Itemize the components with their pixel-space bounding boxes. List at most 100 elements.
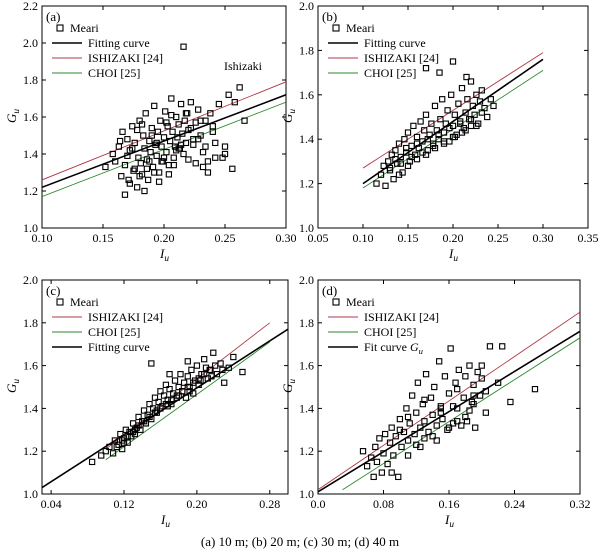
legend-marker [56,24,64,32]
data-layer [42,43,286,198]
data-point [116,137,124,145]
data-point [469,102,476,110]
data-point [192,160,199,167]
data-point [368,454,375,461]
data-point [392,147,399,154]
data-point [195,106,202,113]
y-tick-label: 2.0 [299,0,314,13]
data-point [478,375,485,382]
data-point [169,128,176,135]
series-line [318,311,580,491]
data-point [177,100,185,108]
data-point [507,398,514,406]
data-point [373,180,380,187]
data-point [437,405,444,412]
data-point [413,409,420,416]
data-point [144,176,152,184]
data-point [209,123,216,130]
data-point [478,87,485,94]
x-tick-label: 0.12 [114,497,135,511]
data-point [141,187,148,195]
x-tick-label: 0.25 [215,231,236,245]
plot-frame [41,279,289,495]
data-point [190,141,197,148]
chart-panel-d: 0.0 0.08 0.16 0.24 0.32 1.0 1.2 1.4 1.6 1.8 2.0 Iu G… [280,273,591,530]
data-point [431,383,438,391]
data-point [153,139,160,147]
x-tick-label: 0.10 [353,231,374,245]
data-point [164,123,171,130]
x-tick-label: 0.08 [373,497,394,511]
data-point [396,426,404,433]
data-point [433,422,440,429]
y-tick-label: 1.8 [23,73,38,87]
data-point [225,364,232,371]
data-point [109,450,117,457]
data-point [207,110,214,117]
series-line [42,94,286,189]
data-point [175,121,182,128]
legend-label: Meari [346,21,375,35]
data-point [421,435,428,442]
data-point [421,127,428,134]
legend-entry: ISHIZAKI [24] [52,51,163,65]
data-point [141,145,148,152]
data-point [171,377,179,384]
data-point [190,379,197,386]
data-point [482,409,489,416]
data-point [162,381,170,389]
data-point [181,117,188,124]
data-point [165,171,173,178]
data-point [131,426,139,433]
y-tick-label: 1.8 [23,316,38,330]
data-point [436,358,443,365]
data-point [146,413,153,421]
data-point [417,443,424,451]
legend-entry: CHOI [25] [328,66,416,80]
data-point [225,91,232,98]
data-point [136,173,143,180]
data-point [180,43,187,50]
data-point [404,437,412,444]
legend-label: Fit curve Gu [364,340,423,356]
data-point [470,400,477,408]
data-point [431,102,439,110]
data-point [130,167,137,174]
data-point [166,371,173,378]
legend-entry: ISHIZAKI [24] [328,310,439,324]
data-point [382,182,389,189]
data-point [135,413,142,421]
data-point [211,362,219,369]
legend-label: Fitting curve [364,36,426,50]
data-point [408,142,415,150]
y-tick-label: 1.2 [23,444,38,458]
data-point [164,403,171,410]
legend-label: CHOI [25] [364,66,416,80]
data-point [204,158,212,165]
data-point [164,396,171,403]
y-tick-label: 2.2 [23,0,38,13]
data-point [175,392,182,399]
data-point [221,143,229,150]
x-tick-label: 0.15 [93,231,114,245]
annotation-label: Ishizaki [224,59,263,73]
data-point [125,176,132,184]
data-point [478,362,485,369]
data-point [454,418,461,425]
data-point [395,140,403,147]
data-point [444,107,451,114]
data-point [148,360,155,367]
y-axis-label: Gu [280,379,298,393]
y-axis-label: Gu [4,109,22,123]
data-point [457,120,464,127]
x-tick-label: 0.04 [41,497,62,511]
data-point [199,149,207,156]
data-point [134,184,141,191]
data-point [153,407,160,414]
data-point [388,469,395,476]
data-point [377,171,385,178]
data-point [380,162,387,169]
data-point [376,435,383,442]
data-point [462,373,469,380]
data-point [152,141,159,148]
